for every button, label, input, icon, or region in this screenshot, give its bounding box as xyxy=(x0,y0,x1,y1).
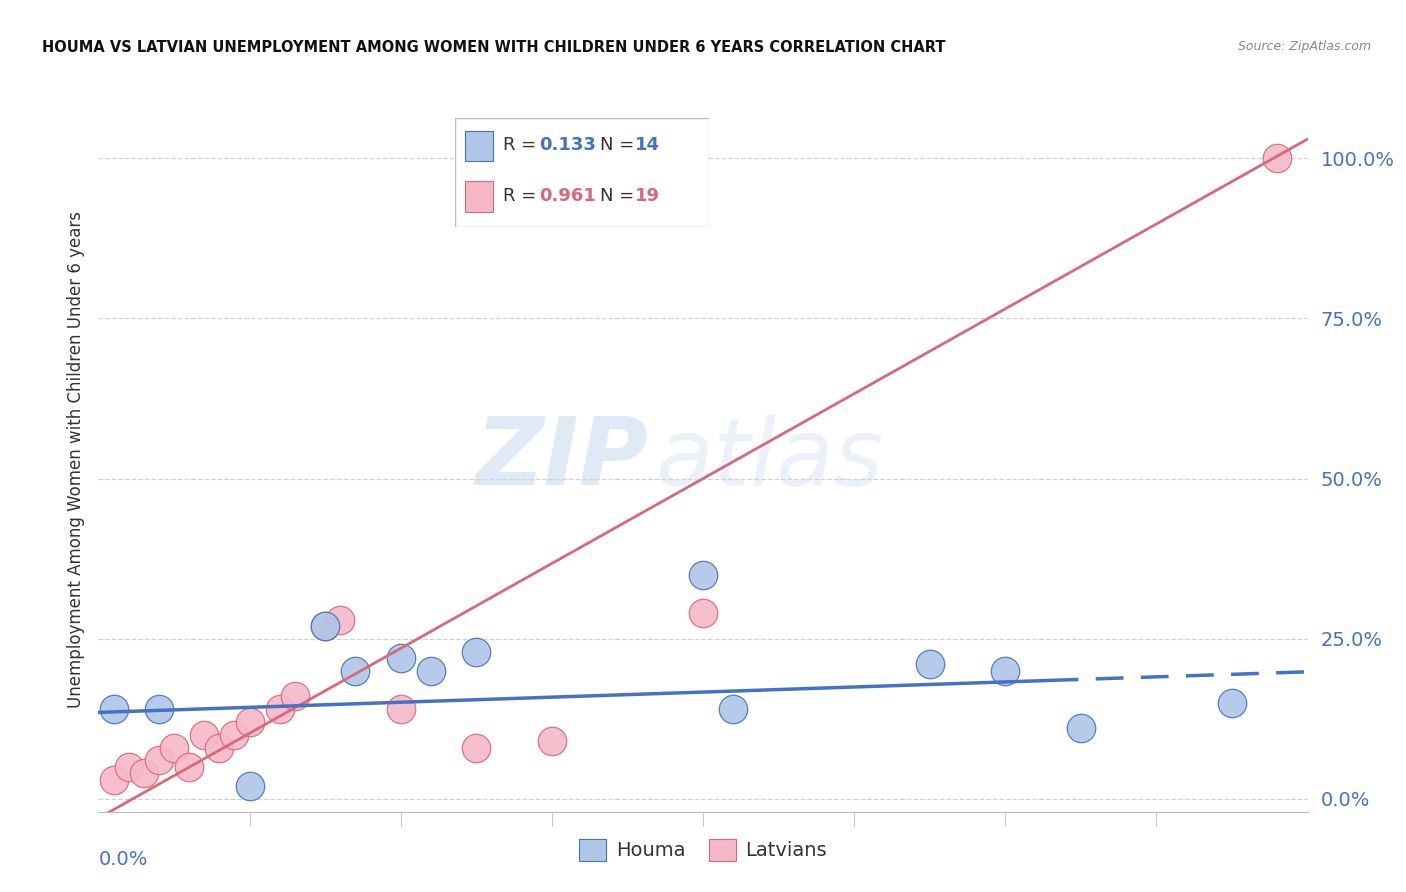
Y-axis label: Unemployment Among Women with Children Under 6 years: Unemployment Among Women with Children U… xyxy=(66,211,84,708)
Point xyxy=(224,728,246,742)
Point xyxy=(692,567,714,582)
Point xyxy=(389,651,412,665)
Text: 0.0%: 0.0% xyxy=(98,850,148,870)
Point xyxy=(284,690,307,704)
Point xyxy=(723,702,745,716)
Text: atlas: atlas xyxy=(655,414,883,505)
Point xyxy=(918,657,941,672)
Point xyxy=(148,702,170,716)
Point xyxy=(314,619,336,633)
Text: Source: ZipAtlas.com: Source: ZipAtlas.com xyxy=(1237,40,1371,54)
Point xyxy=(179,760,201,774)
Point xyxy=(193,728,215,742)
Point xyxy=(103,772,125,787)
Point xyxy=(239,714,262,729)
Point xyxy=(239,779,262,793)
Text: HOUMA VS LATVIAN UNEMPLOYMENT AMONG WOMEN WITH CHILDREN UNDER 6 YEARS CORRELATIO: HOUMA VS LATVIAN UNEMPLOYMENT AMONG WOME… xyxy=(42,40,946,55)
Point xyxy=(1267,151,1289,165)
Legend: Houma, Latvians: Houma, Latvians xyxy=(571,831,835,869)
Point xyxy=(389,702,412,716)
Point xyxy=(208,740,231,755)
Point xyxy=(132,766,155,780)
Point xyxy=(540,734,562,748)
Point xyxy=(465,644,488,658)
Point xyxy=(148,754,170,768)
Point xyxy=(118,760,141,774)
Text: ZIP: ZIP xyxy=(475,413,648,506)
Point xyxy=(163,740,186,755)
Point xyxy=(314,619,336,633)
Point xyxy=(465,740,488,755)
Point xyxy=(103,702,125,716)
Point xyxy=(692,606,714,620)
Point xyxy=(329,613,352,627)
Point xyxy=(994,664,1017,678)
Point xyxy=(1070,722,1092,736)
Point xyxy=(1220,696,1243,710)
Point xyxy=(420,664,443,678)
Point xyxy=(269,702,291,716)
Point xyxy=(344,664,367,678)
